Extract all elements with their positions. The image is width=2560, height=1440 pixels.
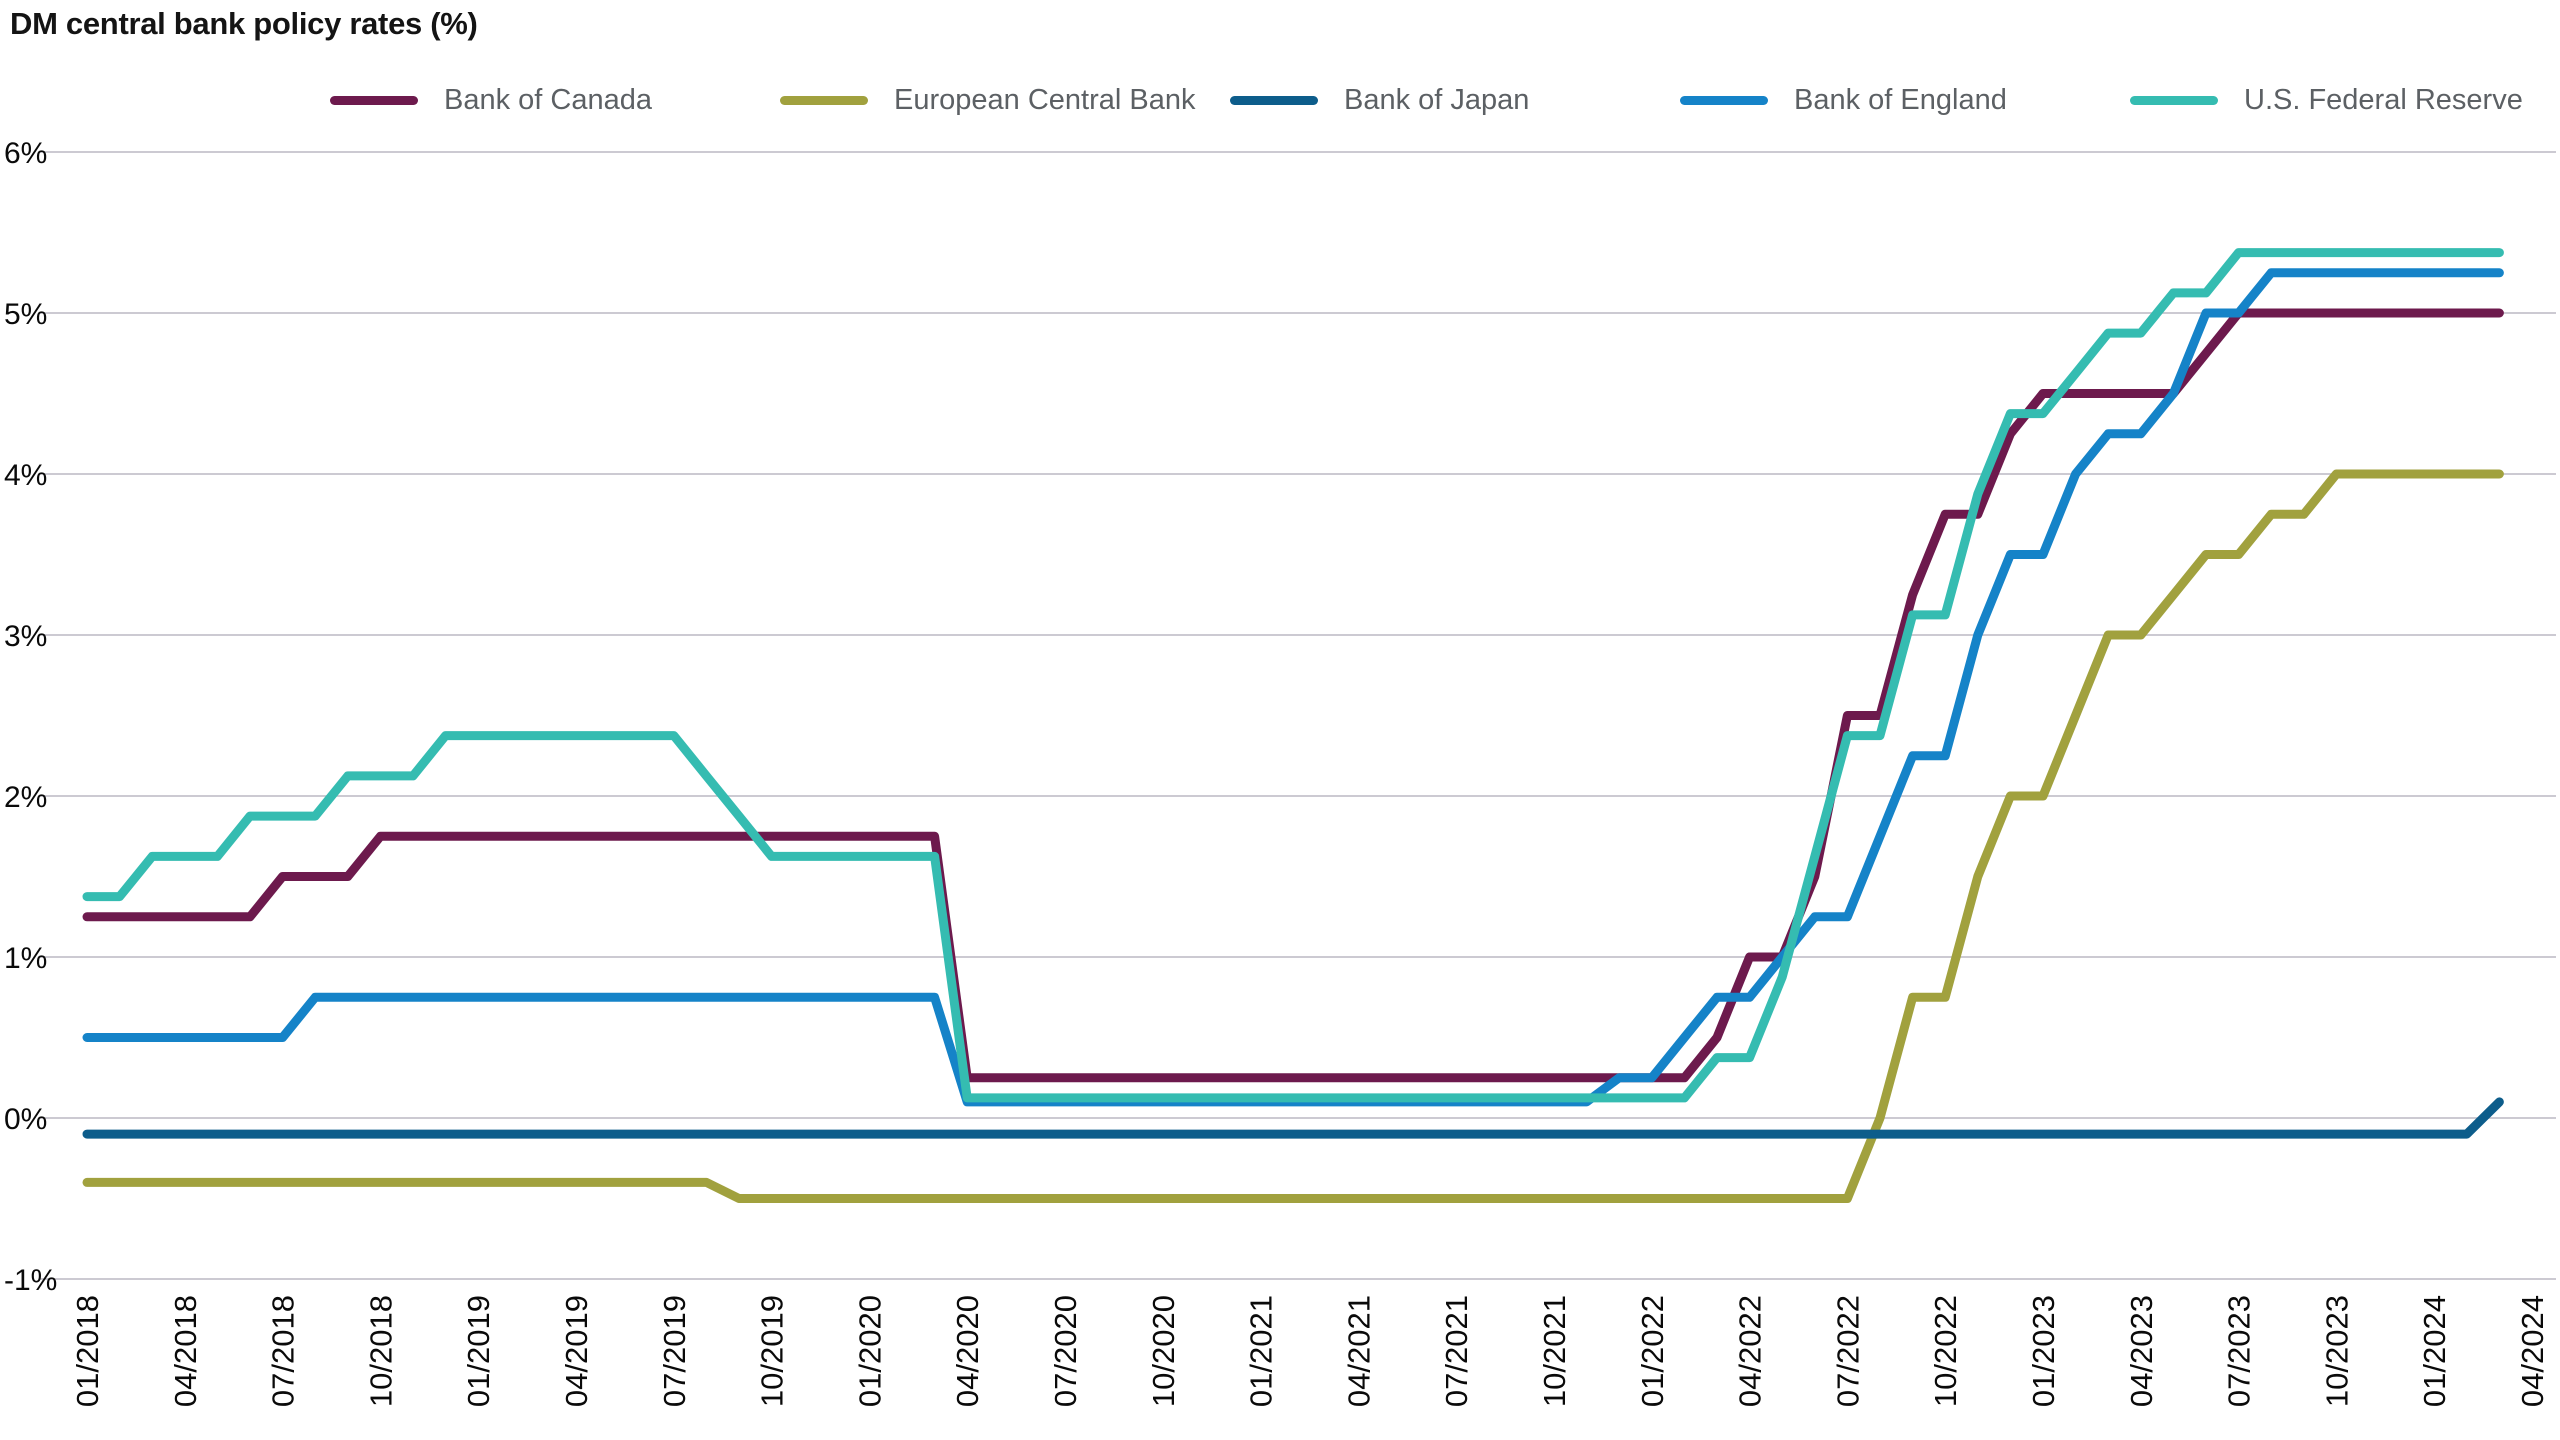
x-tick-label: 07/2023 (2222, 1295, 2257, 1407)
x-tick-label: 10/2022 (1928, 1295, 1963, 1407)
legend-swatch-u-s-federal-reserve (2130, 96, 2218, 105)
legend-item-bank-of-england: Bank of England (1680, 84, 2007, 117)
legend-label: Bank of Japan (1344, 84, 1530, 116)
x-tick-label: 04/2018 (168, 1295, 203, 1407)
series-line-bank-of-japan (82, 1097, 2504, 1139)
series-line-bank-of-canada (82, 308, 2504, 1083)
x-tick-label: 07/2019 (657, 1295, 692, 1407)
y-tick-label: 3% (4, 620, 47, 653)
legend-swatch-european-central-bank (780, 96, 868, 105)
legend-swatch-bank-of-canada (330, 96, 418, 105)
x-tick-label: 04/2023 (2124, 1295, 2159, 1407)
series-line-u-s-federal-reserve (82, 248, 2504, 1103)
x-tick-label: 01/2020 (852, 1295, 887, 1407)
x-tick-label: 04/2024 (2515, 1295, 2550, 1407)
x-tick-label: 01/2023 (2026, 1295, 2061, 1407)
x-tick-label: 10/2018 (363, 1295, 398, 1407)
x-tick-label: 04/2021 (1341, 1295, 1376, 1407)
x-tick-label: 07/2018 (266, 1295, 301, 1407)
y-tick-label: 1% (4, 942, 47, 975)
x-tick-label: 04/2020 (950, 1295, 985, 1407)
series-line-european-central-bank (82, 469, 2504, 1203)
x-tick-label: 01/2024 (2417, 1295, 2452, 1407)
x-tick-label: 04/2019 (559, 1295, 594, 1407)
x-tick-label: 01/2019 (461, 1295, 496, 1407)
legend-label: Bank of England (1794, 84, 2007, 116)
legend-label: European Central Bank (894, 84, 1196, 116)
chart-title: DM central bank policy rates (%) (10, 6, 478, 41)
y-tick-label: 6% (4, 137, 47, 170)
legend-item-european-central-bank: European Central Bank (780, 84, 1195, 117)
x-tick-label: 04/2022 (1733, 1295, 1768, 1407)
x-tick-label: 10/2021 (1537, 1295, 1572, 1407)
legend-item-bank-of-canada: Bank of Canada (330, 84, 652, 117)
legend-item-u-s-federal-reserve: U.S. Federal Reserve (2130, 84, 2523, 117)
y-tick-label: 5% (4, 298, 47, 331)
x-tick-label: 10/2023 (2319, 1295, 2354, 1407)
y-tick-label: 0% (4, 1103, 47, 1136)
legend-item-bank-of-japan: Bank of Japan (1230, 84, 1529, 117)
legend: Bank of Canada European Central Bank Bank … (0, 0, 2560, 130)
y-tick-label: -1% (4, 1264, 57, 1297)
legend-swatch-bank-of-japan (1230, 96, 1318, 105)
x-tick-label: 01/2022 (1635, 1295, 1670, 1407)
x-tick-label: 07/2020 (1048, 1295, 1083, 1407)
x-tick-label: 01/2021 (1244, 1295, 1279, 1407)
x-tick-label: 10/2020 (1146, 1295, 1181, 1407)
y-tick-label: 2% (4, 781, 47, 814)
x-tick-label: 10/2019 (755, 1295, 790, 1407)
x-tick-label: 07/2022 (1830, 1295, 1865, 1407)
x-tick-label: 01/2018 (70, 1295, 105, 1407)
x-tick-label: 07/2021 (1439, 1295, 1474, 1407)
legend-label: Bank of Canada (444, 84, 652, 116)
legend-label: U.S. Federal Reserve (2244, 84, 2523, 116)
legend-swatch-bank-of-england (1680, 96, 1768, 105)
y-tick-label: 4% (4, 459, 47, 492)
